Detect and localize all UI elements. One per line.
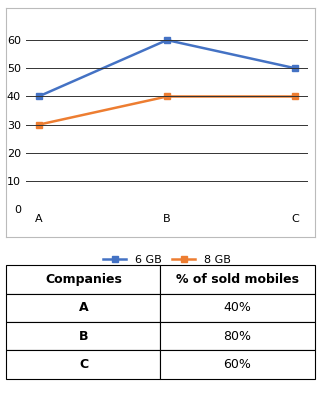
Line: 8 GB: 8 GB [35,93,299,128]
6 GB [37,94,40,99]
Line: 6 GB: 6 GB [35,37,299,100]
6 GB [165,38,169,42]
8 GB [165,94,169,99]
8 GB [293,94,297,99]
Legend: 6 GB, 8 GB: 6 GB, 8 GB [99,250,235,269]
8 GB [37,122,40,127]
6 GB [293,66,297,71]
